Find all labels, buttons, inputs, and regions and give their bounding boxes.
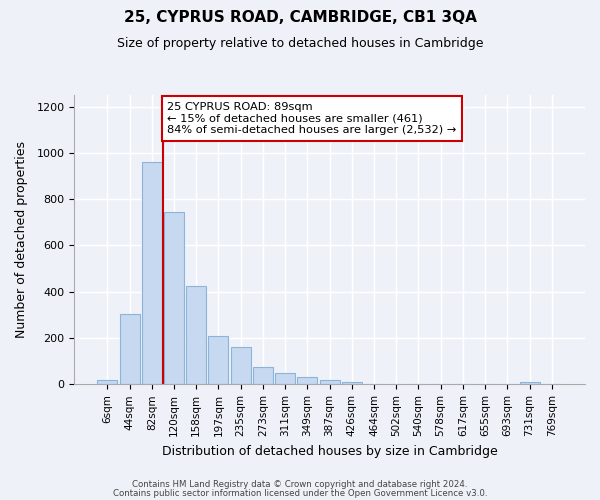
Bar — [164, 212, 184, 384]
Bar — [320, 380, 340, 384]
Bar — [298, 377, 317, 384]
Bar — [231, 348, 251, 385]
Text: Size of property relative to detached houses in Cambridge: Size of property relative to detached ho… — [117, 38, 483, 51]
Bar — [97, 380, 118, 384]
Y-axis label: Number of detached properties: Number of detached properties — [15, 141, 28, 338]
Bar — [520, 382, 539, 384]
Text: Contains HM Land Registry data © Crown copyright and database right 2024.: Contains HM Land Registry data © Crown c… — [132, 480, 468, 489]
Text: 25 CYPRUS ROAD: 89sqm
← 15% of detached houses are smaller (461)
84% of semi-det: 25 CYPRUS ROAD: 89sqm ← 15% of detached … — [167, 102, 457, 135]
Bar — [208, 336, 229, 384]
Bar — [342, 382, 362, 384]
X-axis label: Distribution of detached houses by size in Cambridge: Distribution of detached houses by size … — [162, 444, 497, 458]
Text: Contains public sector information licensed under the Open Government Licence v3: Contains public sector information licen… — [113, 488, 487, 498]
Text: 25, CYPRUS ROAD, CAMBRIDGE, CB1 3QA: 25, CYPRUS ROAD, CAMBRIDGE, CB1 3QA — [124, 10, 476, 25]
Bar — [275, 373, 295, 384]
Bar — [186, 286, 206, 384]
Bar — [119, 314, 140, 384]
Bar — [253, 367, 273, 384]
Bar — [142, 162, 162, 384]
